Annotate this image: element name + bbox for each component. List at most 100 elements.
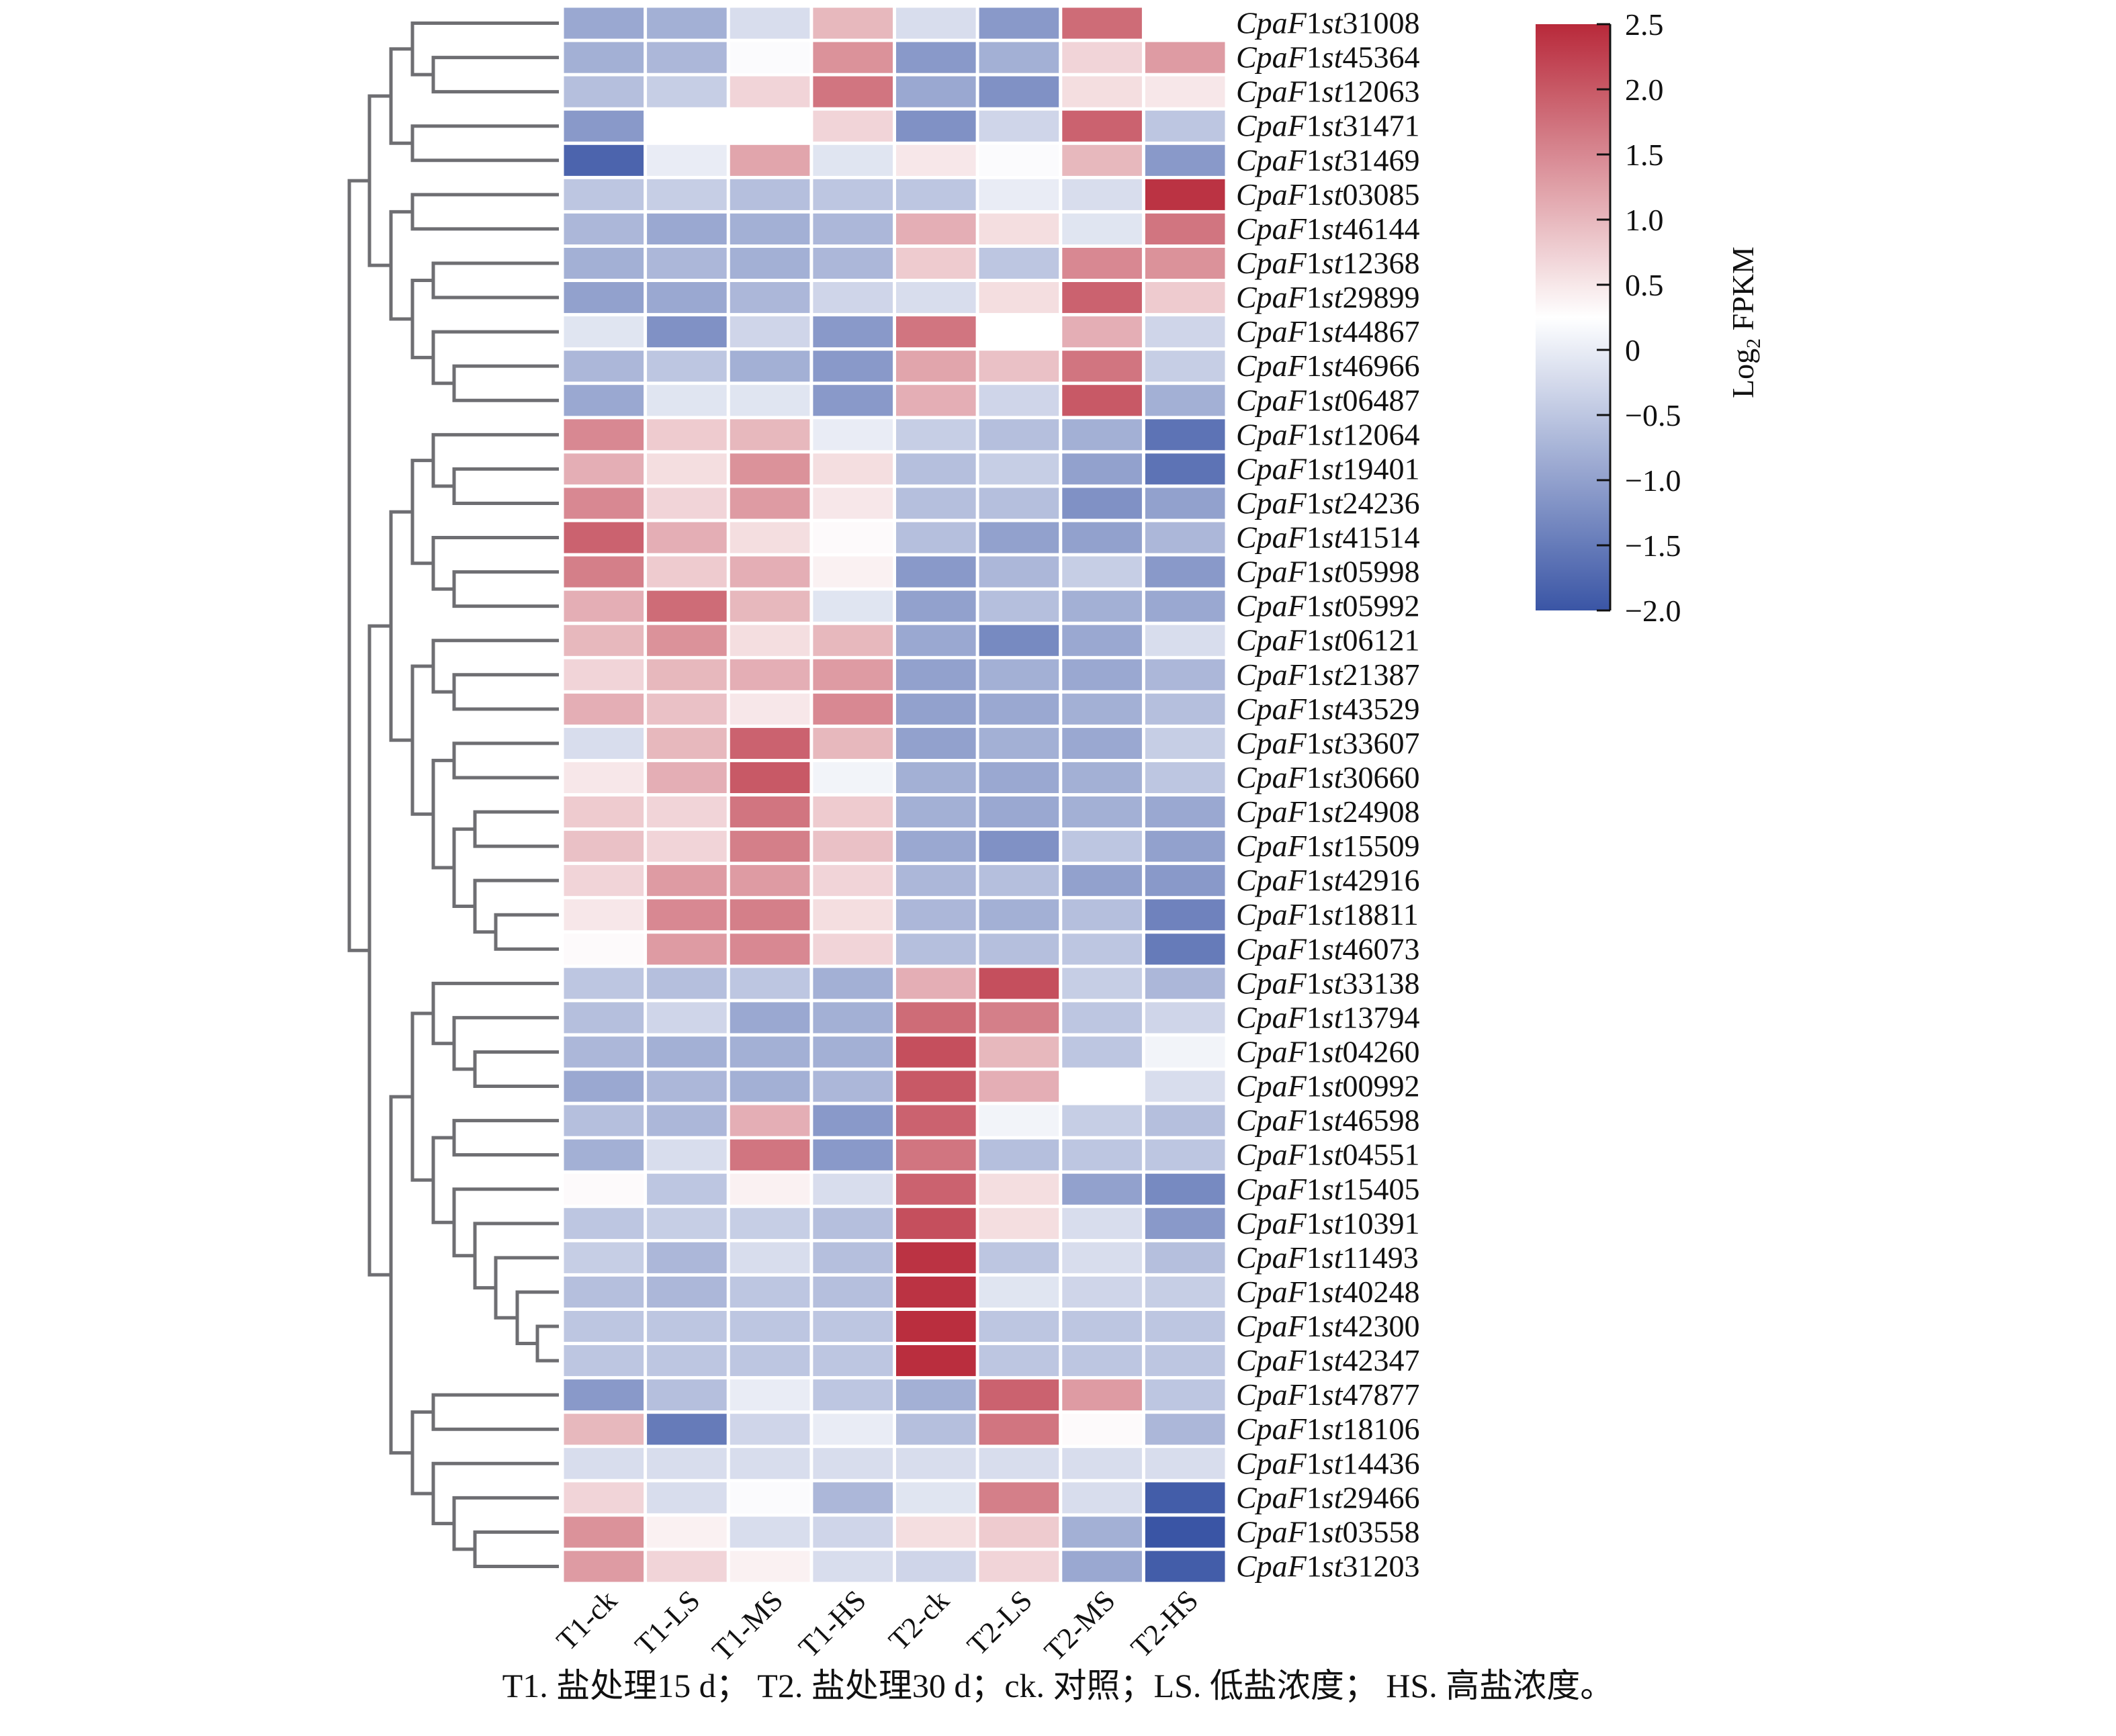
heatmap-cell	[730, 1139, 810, 1171]
heatmap-cell	[813, 282, 893, 314]
heatmap-cell	[1062, 968, 1142, 999]
heatmap-cell	[1145, 282, 1225, 314]
heatmap-cell	[813, 385, 893, 416]
heatmap-cell	[647, 968, 727, 999]
heatmap-cell	[647, 1139, 727, 1171]
row-label: CpaF1st00992	[1236, 1069, 1419, 1103]
heatmap-cell	[896, 1276, 976, 1308]
heatmap-cell	[1062, 179, 1142, 210]
heatmap-cell	[813, 1414, 893, 1445]
heatmap-cell	[647, 1036, 727, 1068]
row-labels: CpaF1st31008CpaF1st45364CpaF1st12063CpaF…	[1236, 6, 1419, 1584]
heatmap-cell	[564, 1207, 644, 1239]
row-label: CpaF1st12064	[1236, 417, 1419, 451]
heatmap-cell	[1145, 248, 1225, 279]
heatmap-cell	[979, 248, 1059, 279]
heatmap-cell	[813, 590, 893, 622]
dendrogram-branch	[410, 664, 433, 816]
heatmap-cell	[1062, 1482, 1142, 1514]
heatmap-cell	[979, 419, 1059, 451]
heatmap-cell	[896, 488, 976, 519]
heatmap-cell	[647, 282, 727, 314]
heatmap-cell	[1145, 1311, 1225, 1342]
heatmap-cell	[813, 1242, 893, 1273]
heatmap-cell	[730, 213, 810, 244]
heatmap-cell	[564, 419, 644, 451]
column-label: T1-HS	[792, 1584, 872, 1663]
colorbar-tick-label: −2.0	[1625, 594, 1681, 628]
heatmap-cell	[813, 762, 893, 793]
heatmap-cell	[979, 1036, 1059, 1068]
row-label: CpaF1st31469	[1236, 143, 1419, 177]
row-label: CpaF1st31008	[1236, 6, 1419, 40]
heatmap-cell	[1145, 968, 1225, 999]
heatmap-cell	[1145, 1002, 1225, 1034]
heatmap-cell	[979, 453, 1059, 485]
row-label: CpaF1st04260	[1236, 1035, 1419, 1069]
heatmap-cell	[1145, 316, 1225, 348]
heatmap-cell	[1145, 110, 1225, 142]
row-label: CpaF1st33607	[1236, 726, 1419, 760]
heatmap-cell	[1145, 1345, 1225, 1377]
heatmap-cell	[813, 556, 893, 588]
heatmap-cell	[896, 522, 976, 553]
colorbar-tick-label: −0.5	[1625, 398, 1681, 432]
dendrogram-branch	[452, 364, 559, 402]
heatmap-cell	[647, 933, 727, 965]
heatmap-cell	[647, 693, 727, 725]
heatmap-cell	[896, 590, 976, 622]
heatmap-cell	[896, 351, 976, 382]
heatmap-cell	[647, 488, 727, 519]
heatmap-cell	[1145, 831, 1225, 862]
heatmap-cell	[1062, 1173, 1142, 1205]
dendrogram-branch	[452, 741, 559, 780]
heatmap-cell	[1062, 865, 1142, 897]
heatmap-cell	[979, 316, 1059, 348]
row-label: CpaF1st24908	[1236, 794, 1419, 829]
heatmap-cell	[813, 419, 893, 451]
heatmap-cell	[979, 1448, 1059, 1479]
heatmap-cell	[730, 522, 810, 553]
heatmap-cell	[813, 1482, 893, 1514]
heatmap-cell	[647, 76, 727, 107]
dendrogram-branch	[452, 467, 559, 505]
row-label: CpaF1st14436	[1236, 1446, 1419, 1480]
heatmap-cell	[1062, 1551, 1142, 1582]
heatmap-cell	[896, 1482, 976, 1514]
heatmap-cell	[730, 968, 810, 999]
row-label: CpaF1st21387	[1236, 657, 1419, 692]
heatmap-cell	[647, 899, 727, 931]
heatmap-cell	[813, 42, 893, 73]
heatmap-cell	[979, 1139, 1059, 1171]
heatmap-cell	[1145, 7, 1225, 39]
dendrogram-branch	[367, 624, 391, 1277]
heatmap-cell	[1145, 42, 1225, 73]
heatmap-cell	[647, 1276, 727, 1308]
heatmap-cell	[1145, 213, 1225, 244]
heatmap-cell	[730, 933, 810, 965]
heatmap-cell	[1062, 1242, 1142, 1273]
heatmap-cell	[564, 1551, 644, 1582]
heatmap-cell	[564, 1242, 644, 1273]
dendrogram-branch	[431, 1461, 559, 1526]
heatmap-cell	[896, 282, 976, 314]
heatmap-cell	[1145, 1242, 1225, 1273]
heatmap-cell	[896, 1516, 976, 1548]
row-label: CpaF1st41514	[1236, 520, 1419, 555]
heatmap-cell	[896, 899, 976, 931]
dendrogram-branch	[452, 1496, 559, 1551]
heatmap-cell	[1145, 522, 1225, 553]
heatmap-cell	[564, 762, 644, 793]
heatmap-cell	[813, 1036, 893, 1068]
heatmap-cell	[730, 1070, 810, 1102]
row-label: CpaF1st18811	[1236, 897, 1419, 931]
heatmap-cell	[896, 865, 976, 897]
heatmap-cell	[896, 796, 976, 828]
heatmap-cell	[1062, 831, 1142, 862]
heatmap-cell	[1062, 1036, 1142, 1068]
heatmap-cell	[813, 1516, 893, 1548]
dendrogram-branch	[431, 639, 559, 694]
heatmap-cell	[564, 385, 644, 416]
heatmap-cell	[730, 1516, 810, 1548]
